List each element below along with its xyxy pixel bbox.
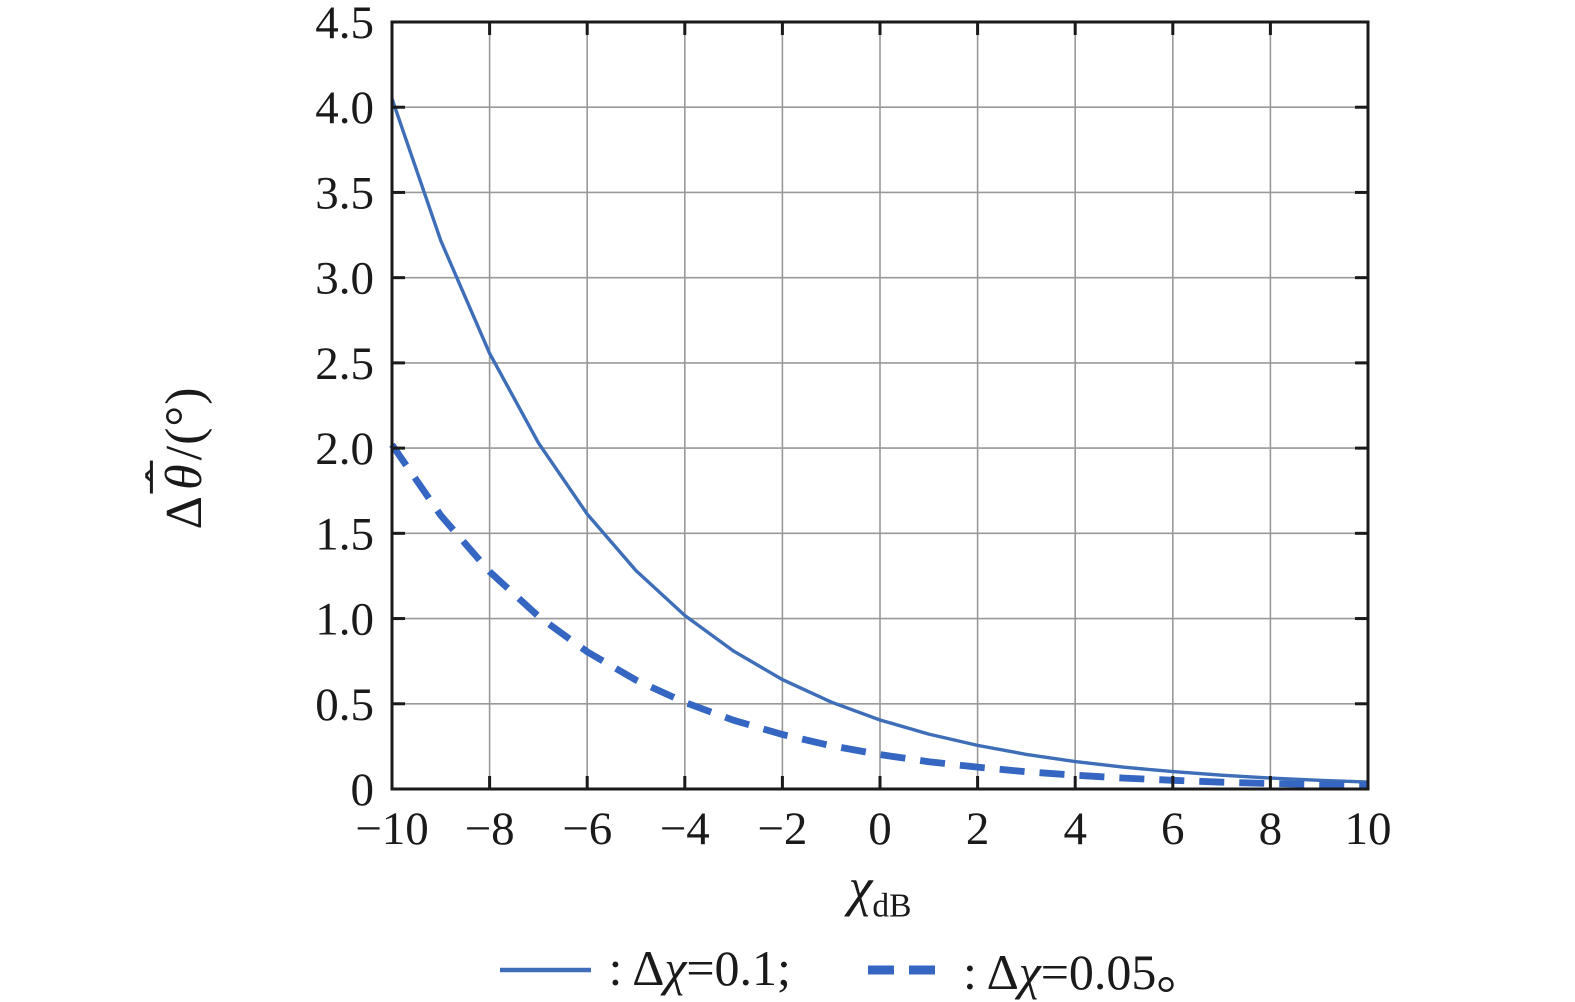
svg-text:0.5: 0.5 [315, 679, 374, 731]
legend-line-solid-icon [499, 967, 591, 973]
legend-label-dashed: : Δχ=0.05。 [962, 944, 1207, 1000]
svg-text:10: 10 [1345, 803, 1392, 855]
svg-text:−6: −6 [562, 803, 612, 855]
legend: : Δχ=0.1; : Δχ=0.05。 [364, 934, 1340, 1002]
svg-text:3.0: 3.0 [315, 253, 374, 305]
svg-text:2.0: 2.0 [315, 423, 374, 475]
legend-item-solid: : Δχ=0.1; [498, 939, 791, 997]
y-axis-label: Δ ˆ θ/(°) [137, 386, 214, 530]
svg-text:−8: −8 [465, 803, 515, 855]
x-axis-label-subscript: dB [872, 887, 912, 925]
svg-text:4.0: 4.0 [315, 82, 374, 134]
svg-text:2.5: 2.5 [315, 338, 374, 390]
svg-text:1.5: 1.5 [315, 508, 374, 560]
legend-label-solid: : Δχ=0.1; [608, 940, 791, 996]
y-axis-label-hat: ˆ [136, 467, 183, 483]
y-axis-label-delta: Δ [156, 495, 214, 530]
x-axis-label-symbol: χ [848, 857, 873, 917]
svg-text:−4: −4 [660, 803, 710, 855]
svg-text:−10: −10 [355, 803, 429, 855]
svg-text:1.0: 1.0 [315, 594, 374, 646]
svg-text:0: 0 [868, 803, 892, 855]
svg-text:8: 8 [1259, 803, 1283, 855]
svg-text:4: 4 [1063, 803, 1087, 855]
legend-line-dashed-icon [867, 965, 946, 975]
y-axis-label-unit: /(°) [156, 386, 214, 461]
svg-text:−2: −2 [757, 803, 807, 855]
svg-text:2: 2 [966, 803, 990, 855]
legend-item-dashed: : Δχ=0.05。 [867, 932, 1207, 1002]
svg-text:3.5: 3.5 [315, 167, 374, 219]
x-axis-label: χdB [392, 856, 1368, 926]
svg-text:6: 6 [1161, 803, 1185, 855]
svg-text:4.5: 4.5 [315, 0, 374, 49]
svg-text:0: 0 [351, 764, 375, 816]
